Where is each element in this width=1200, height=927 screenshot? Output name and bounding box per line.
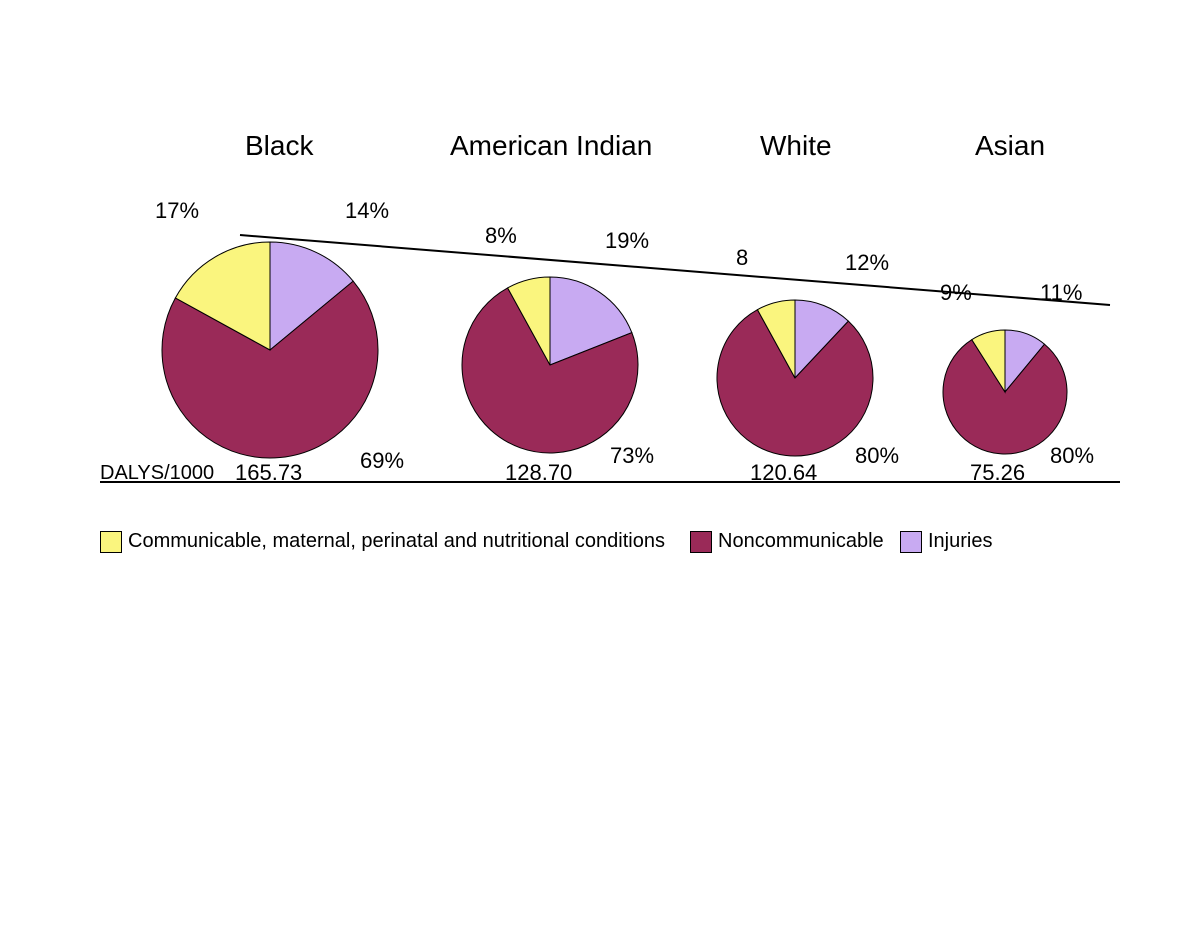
pies-svg: 17%14%69%8%19%73%812%80%9%11%80% — [100, 190, 1120, 490]
title-black: Black — [245, 130, 313, 162]
swatch-communicable — [100, 531, 122, 553]
dalys-american-indian: 128.70 — [505, 460, 572, 486]
dalys-white: 120.64 — [750, 460, 817, 486]
chart-area: Black American Indian White Asian 17% 14%… — [100, 130, 1120, 570]
swatch-injuries — [900, 531, 922, 553]
title-american-indian: American Indian — [450, 130, 652, 162]
legend-injuries: Injuries — [900, 530, 992, 553]
pct-label-3-communicable: 9% — [940, 280, 972, 305]
pct-label-0-injuries: 14% — [345, 198, 389, 223]
dalys-axis-label: DALYS/1000 — [100, 462, 214, 485]
pct-label-2-communicable: 8 — [736, 245, 748, 270]
wedge-top-line — [240, 235, 1110, 305]
legend-label-noncommunicable: Noncommunicable — [718, 530, 884, 553]
legend-noncommunicable: Noncommunicable — [690, 530, 884, 553]
dalys-asian: 75.26 — [970, 460, 1025, 486]
pct-label-2-injuries: 12% — [845, 250, 889, 275]
legend-label-communicable: Communicable, maternal, perinatal and nu… — [128, 530, 665, 553]
pct-label-1-communicable: 8% — [485, 223, 517, 248]
title-asian: Asian — [975, 130, 1045, 162]
swatch-noncommunicable — [690, 531, 712, 553]
pies-row: 17%14%69%8%19%73%812%80%9%11%80% — [100, 190, 1120, 450]
legend-row: Communicable, maternal, perinatal and nu… — [100, 530, 1120, 570]
legend-communicable: Communicable, maternal, perinatal and nu… — [100, 530, 665, 553]
titles-row: Black American Indian White Asian — [100, 130, 1120, 190]
legend-label-injuries: Injuries — [928, 530, 992, 553]
pct-label-3-injuries: 11% — [1040, 280, 1082, 305]
pct-label-0-communicable: 17% — [155, 198, 199, 223]
pct-label-1-injuries: 19% — [605, 228, 649, 253]
dalys-black: 165.73 — [235, 460, 302, 486]
dalys-row: DALYS/1000 165.73 128.70 120.64 75.26 — [100, 460, 1120, 500]
title-white: White — [760, 130, 832, 162]
